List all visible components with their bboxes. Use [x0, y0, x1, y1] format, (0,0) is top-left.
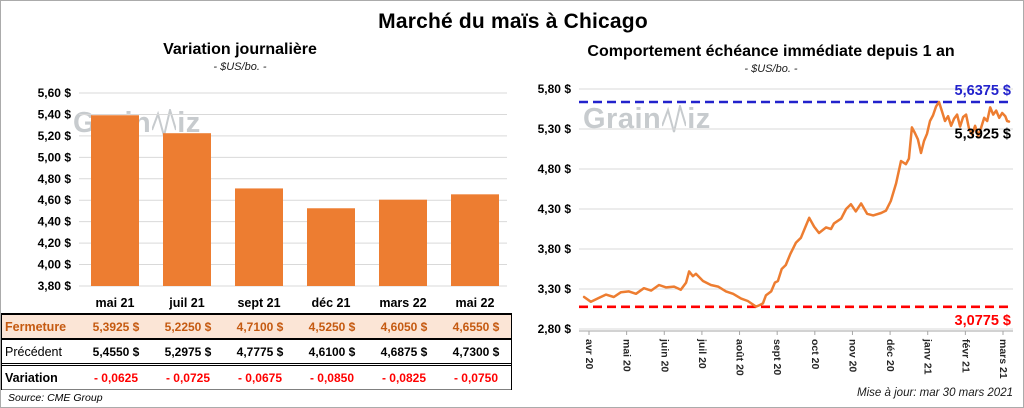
x-axis-tick-label: mars 21	[997, 339, 1009, 379]
y-axis-tick-label: 3,80 $	[538, 242, 572, 256]
variation-value-cell: - 0,0675	[237, 370, 283, 385]
month-header-cell: mai 21	[95, 296, 135, 310]
y-axis-tick-label: 4,40 $	[38, 215, 72, 229]
watermark-text-suffix: iz	[687, 103, 711, 135]
zigzag-line-icon	[662, 104, 687, 132]
fermeture-value-cell: 5,3925 $	[92, 319, 140, 334]
month-header-cell: mars 22	[379, 296, 427, 310]
month-header-cell: sept 21	[237, 296, 281, 310]
y-axis-tick-label: 4,80 $	[38, 172, 72, 186]
min-value-label: 3,0775 $	[955, 313, 1011, 329]
watermark-text-suffix: iz	[177, 107, 201, 139]
fermeture-value-cell: 4,6550 $	[452, 319, 500, 334]
y-axis-tick-label: 4,30 $	[538, 202, 572, 216]
daily-variation-bar-chart: 5,60 $ 5,40 $ 5,20 $ 5,00 $ 4,80 $ 4,60 $ 4,40…	[38, 86, 507, 293]
x-axis-tick-label: août 20	[734, 339, 746, 376]
y-axis-tick-label: 4,20 $	[38, 236, 72, 250]
source-note: Source: CME Group	[8, 392, 103, 404]
precedent-value-cell: 4,7300 $	[452, 344, 500, 359]
x-axis-tick-label: juil 20	[696, 338, 708, 369]
table-header-row: mai 21 juil 21 sept 21 déc 21 mars 22 mai 22	[1, 293, 512, 313]
line-chart-subtitle: - $US/bo. -	[744, 63, 798, 75]
month-header-cell: mai 22	[455, 296, 495, 310]
month-header-cell: juil 21	[169, 296, 205, 310]
variation-row: Variation - 0,0625 - 0,0725 - 0,0675 - 0,085…	[2, 366, 511, 390]
fermeture-row-label: Fermeture	[5, 319, 67, 334]
y-axis-tick-label: 5,30 $	[538, 122, 572, 136]
front-month-line-chart: 5,80 $ 5,30 $ 4,80 $ 4,30 $ 3,80 $ 3,30 $ 2,80…	[538, 82, 1013, 379]
variation-value-cell: - 0,0825	[381, 370, 427, 385]
fermeture-row: Fermeture 5,3925 $ 5,2250 $ 4,7100 $ 4,5250 …	[2, 313, 511, 340]
grainwiz-watermark: Grain iz	[583, 103, 711, 136]
y-axis-tick-label: 2,80 $	[538, 322, 572, 336]
precedent-row: Précédent 5,4550 $ 5,2975 $ 4,7775 $ 4,6100 …	[2, 340, 511, 366]
x-axis-tick-label: avr 20	[583, 339, 595, 370]
bar-déc 21	[307, 208, 355, 286]
prices-table: mai 21 juil 21 sept 21 déc 21 mars 22 mai 22 …	[1, 293, 512, 390]
fermeture-value-cell: 5,2250 $	[164, 319, 212, 334]
x-axis-tick-label: mai 20	[621, 339, 633, 372]
table-body: Fermeture 5,3925 $ 5,2250 $ 4,7100 $ 4,5250 …	[1, 313, 512, 390]
x-axis-tick-label: nov 20	[846, 339, 858, 372]
precedent-row-label: Précédent	[5, 344, 62, 359]
x-axis-tick-label: févr 21	[959, 339, 971, 373]
precedent-value-cell: 5,4550 $	[92, 344, 140, 359]
line-chart-title: Comportement échéance immédiate depuis 1…	[587, 43, 955, 60]
fermeture-value-cell: 4,7100 $	[236, 319, 284, 334]
bar-sept 21	[235, 188, 283, 286]
x-axis-tick-label: juin 20	[658, 338, 670, 372]
x-axis-tick-label: oct 20	[809, 339, 821, 370]
bar-mai 21	[91, 115, 139, 286]
y-axis-tick-label: 5,20 $	[38, 129, 72, 143]
update-note: Mise à jour: mar 30 mars 2021	[857, 387, 1013, 399]
price-line	[582, 100, 1011, 308]
y-axis-tick-label: 3,30 $	[538, 282, 572, 296]
variation-value-cell: - 0,0725	[165, 370, 211, 385]
y-axis-tick-label: 5,60 $	[38, 86, 72, 100]
last-value-label: 5,3925 $	[955, 127, 1011, 143]
y-axis-tick-label: 4,00 $	[38, 258, 72, 272]
page-title: Marché du maïs à Chicago	[378, 10, 648, 33]
max-value-label: 5,6375 $	[955, 83, 1011, 99]
variation-value-cell: - 0,0750	[453, 370, 499, 385]
variation-value-cell: - 0,0625	[93, 370, 139, 385]
fermeture-value-cell: 4,6050 $	[380, 319, 428, 334]
fermeture-value-cell: 4,5250 $	[308, 319, 356, 334]
precedent-value-cell: 4,6875 $	[380, 344, 428, 359]
bar-chart-title: Variation journalière	[163, 41, 317, 58]
bar-mars 22	[379, 199, 427, 286]
y-axis-tick-label: 4,80 $	[538, 162, 572, 176]
watermark-text-prefix: Grain	[583, 103, 662, 135]
y-axis-tick-label: 3,80 $	[38, 279, 72, 293]
x-axis-tick-label: sept 20	[771, 339, 783, 375]
y-axis-tick-label: 5,40 $	[38, 107, 72, 121]
month-header-cell: déc 21	[311, 296, 351, 310]
precedent-value-cell: 5,2975 $	[164, 344, 212, 359]
y-axis-tick-label: 5,80 $	[538, 82, 572, 96]
bar-juil 21	[163, 133, 211, 286]
bar-mai 22	[451, 194, 499, 286]
variation-value-cell: - 0,0850	[309, 370, 355, 385]
x-axis-tick-label: janv 21	[922, 338, 934, 375]
precedent-value-cell: 4,7775 $	[236, 344, 284, 359]
y-axis-tick-label: 5,00 $	[38, 150, 72, 164]
x-axis-tick-label: déc 20	[884, 339, 896, 372]
y-axis-tick-label: 4,60 $	[38, 193, 72, 207]
precedent-value-cell: 4,6100 $	[308, 344, 356, 359]
variation-row-label: Variation	[5, 370, 58, 385]
bar-chart-subtitle: - $US/bo. -	[213, 61, 267, 73]
